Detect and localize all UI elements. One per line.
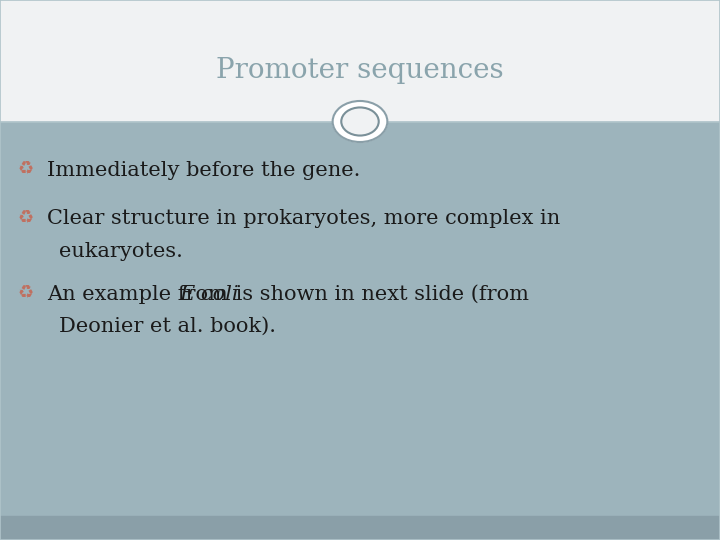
Text: E coli: E coli — [179, 285, 239, 304]
Text: ♻: ♻ — [18, 210, 34, 228]
Text: An example from: An example from — [47, 285, 234, 304]
Text: Promoter sequences: Promoter sequences — [216, 57, 504, 84]
Circle shape — [341, 107, 379, 136]
Circle shape — [333, 101, 387, 142]
Text: ♻: ♻ — [18, 285, 34, 303]
Bar — [0, 122, 720, 516]
Bar — [0, 0, 720, 122]
Text: eukaryotes.: eukaryotes. — [59, 241, 183, 261]
Text: ♻: ♻ — [18, 161, 34, 179]
Text: Deonier et al. book).: Deonier et al. book). — [59, 317, 276, 336]
Text: 51: 51 — [681, 525, 698, 539]
Text: is shown in next slide (from: is shown in next slide (from — [229, 285, 529, 304]
Text: Immediately before the gene.: Immediately before the gene. — [47, 160, 360, 180]
Bar — [0, 516, 720, 540]
Text: Clear structure in prokaryotes, more complex in: Clear structure in prokaryotes, more com… — [47, 209, 560, 228]
